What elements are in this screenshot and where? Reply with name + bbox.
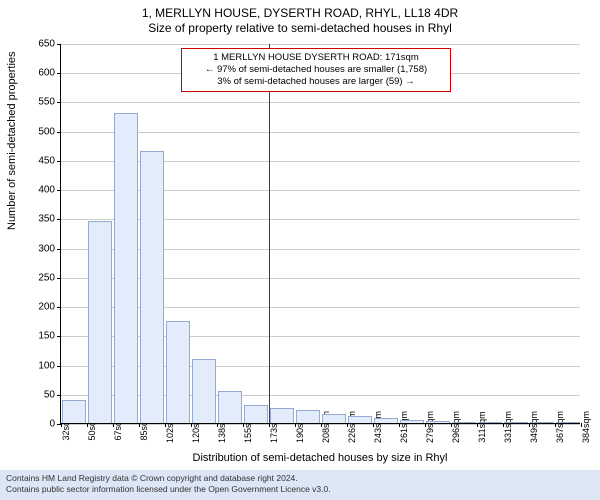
histogram-bar — [270, 408, 295, 423]
plot-area: 0501001502002503003504004505005506006503… — [60, 44, 580, 424]
histogram-bar — [166, 321, 191, 423]
annotation-box: 1 MERLLYN HOUSE DYSERTH ROAD: 171sqm ← 9… — [181, 48, 451, 92]
histogram-bar — [62, 400, 87, 423]
footer-line2: Contains public sector information licen… — [6, 484, 594, 495]
ytick-label: 200 — [38, 302, 55, 313]
ytick-label: 150 — [38, 331, 55, 342]
xtick-label: 311sqm — [477, 411, 487, 442]
ytick-mark — [57, 336, 61, 337]
ytick-mark — [57, 249, 61, 250]
y-axis-label: Number of semi-detached properties — [6, 51, 18, 230]
histogram-bar — [478, 422, 503, 423]
ytick-label: 250 — [38, 272, 55, 283]
ytick-label: 350 — [38, 214, 55, 225]
ytick-label: 600 — [38, 68, 55, 79]
histogram-bar — [426, 421, 451, 423]
ytick-label: 650 — [38, 39, 55, 50]
xtick-label: 384sqm — [581, 411, 591, 443]
marker-line — [269, 44, 270, 423]
xtick-label: 243sqm — [373, 411, 383, 443]
ytick-label: 300 — [38, 243, 55, 254]
histogram-bar — [322, 414, 347, 423]
histogram-bar — [504, 422, 529, 423]
histogram-bar — [400, 420, 425, 423]
histogram-bar — [296, 410, 321, 423]
ytick-mark — [57, 132, 61, 133]
ytick-mark — [57, 219, 61, 220]
ytick-mark — [57, 44, 61, 45]
annotation-line2: ← 97% of semi-detached houses are smalle… — [188, 64, 444, 76]
grid-line — [61, 132, 580, 133]
ytick-mark — [57, 102, 61, 103]
xtick-label: 367sqm — [555, 411, 565, 443]
x-axis-label: Distribution of semi-detached houses by … — [20, 452, 600, 464]
footer: Contains HM Land Registry data © Crown c… — [0, 470, 600, 500]
ytick-label: 0 — [49, 419, 55, 430]
xtick-label: 296sqm — [451, 411, 461, 443]
ytick-mark — [57, 190, 61, 191]
histogram-bar — [114, 113, 139, 423]
chart-title-sub: Size of property relative to semi-detach… — [0, 20, 600, 35]
histogram-bar — [88, 221, 113, 423]
ytick-label: 400 — [38, 185, 55, 196]
histogram-bar — [556, 422, 581, 423]
ytick-mark — [57, 278, 61, 279]
footer-line1: Contains HM Land Registry data © Crown c… — [6, 473, 594, 484]
xtick-label: 331sqm — [503, 411, 513, 443]
ytick-mark — [57, 307, 61, 308]
xtick-label: 349sqm — [529, 411, 539, 443]
annotation-line1: 1 MERLLYN HOUSE DYSERTH ROAD: 171sqm — [188, 52, 444, 64]
grid-line — [61, 44, 580, 45]
ytick-label: 550 — [38, 97, 55, 108]
chart-title-main: 1, MERLLYN HOUSE, DYSERTH ROAD, RHYL, LL… — [0, 0, 600, 20]
ytick-label: 100 — [38, 360, 55, 371]
histogram-bar — [140, 151, 165, 423]
ytick-label: 50 — [44, 389, 55, 400]
xtick-label: 279sqm — [425, 411, 435, 443]
ytick-label: 450 — [38, 155, 55, 166]
histogram-bar — [244, 405, 269, 423]
histogram-bar — [192, 359, 217, 423]
histogram-bar — [452, 422, 477, 423]
chart-container: 1, MERLLYN HOUSE, DYSERTH ROAD, RHYL, LL… — [0, 0, 600, 470]
ytick-mark — [57, 161, 61, 162]
histogram-bar — [530, 422, 555, 423]
annotation-line3: 3% of semi-detached houses are larger (5… — [188, 76, 444, 88]
histogram-bar — [374, 418, 399, 423]
ytick-mark — [57, 395, 61, 396]
grid-line — [61, 102, 580, 103]
ytick-mark — [57, 73, 61, 74]
xtick-label: 261sqm — [399, 411, 409, 443]
ytick-mark — [57, 366, 61, 367]
ytick-label: 500 — [38, 126, 55, 137]
histogram-bar — [348, 416, 373, 423]
histogram-bar — [218, 391, 243, 423]
